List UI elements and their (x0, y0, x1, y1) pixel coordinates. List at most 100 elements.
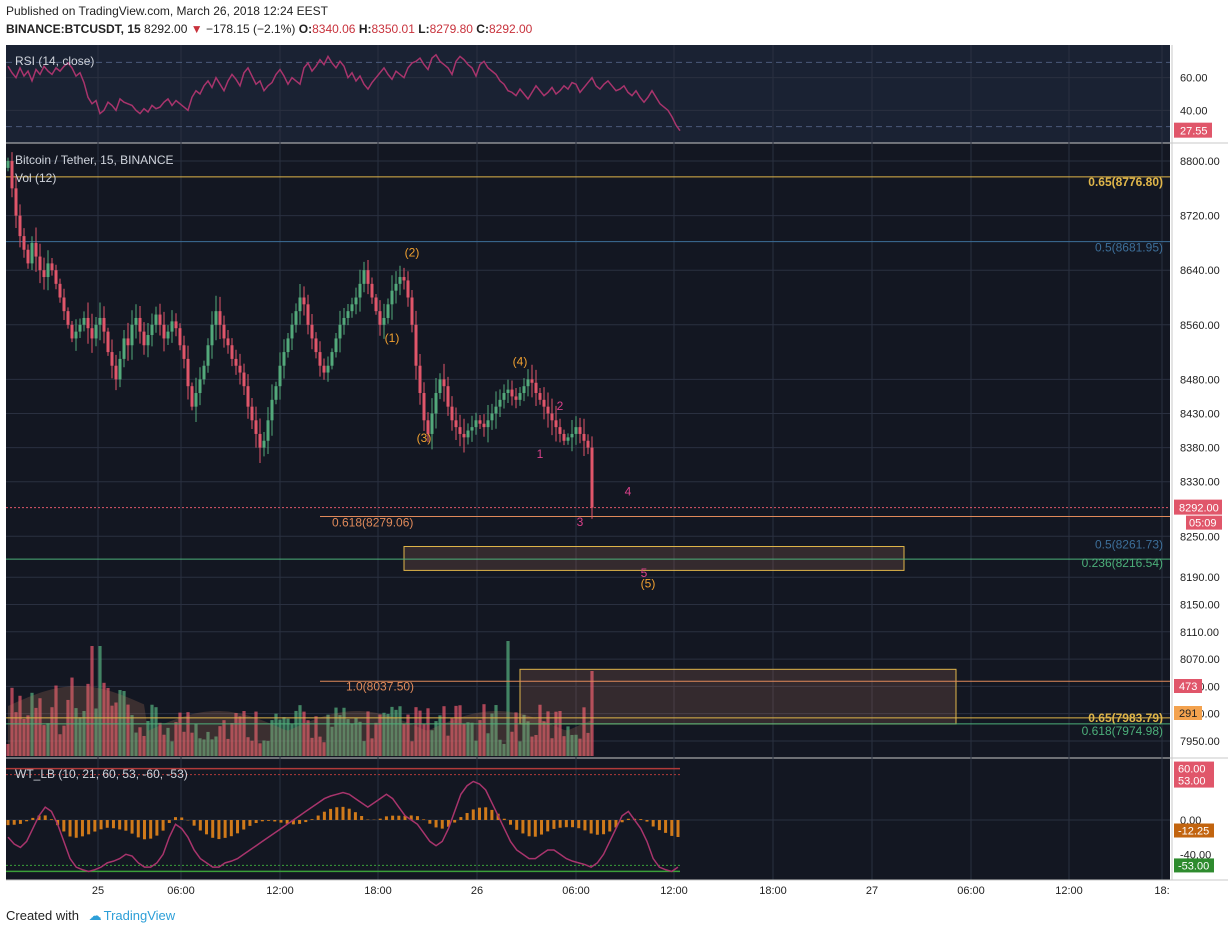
candle-body (54, 270, 58, 284)
wt-histogram-bar (595, 820, 599, 835)
candle-body (474, 420, 478, 428)
wt-histogram-bar (614, 820, 618, 828)
candle-body (210, 324, 214, 346)
candle-body (246, 386, 250, 407)
wt-histogram-bar (291, 820, 295, 825)
candle-body (114, 365, 118, 380)
rsi-tick-label: 40.00 (1180, 105, 1208, 117)
volume-bar (194, 723, 198, 756)
volume-bar (58, 734, 62, 756)
volume-bar (50, 707, 54, 756)
wt-histogram-bar (298, 820, 302, 824)
candle-body (10, 161, 14, 189)
volume-bar (414, 707, 418, 756)
volume-bar (314, 716, 318, 756)
volume-bar (462, 723, 466, 756)
created-with-label: Created with (6, 908, 79, 923)
candle-body (546, 406, 550, 414)
candle-body (6, 161, 10, 168)
price-tick-label: 8800.00 (1180, 156, 1220, 168)
wt-histogram-bar (25, 820, 29, 822)
volume-bar (118, 690, 122, 756)
wt-histogram-bar (527, 820, 531, 837)
wt-tick-label: -40.00 (1180, 849, 1211, 861)
candle-body (458, 427, 462, 434)
candle-body (154, 314, 158, 325)
volume-bar (234, 712, 238, 756)
main-title: Bitcoin / Tether, 15, BINANCE (15, 153, 174, 167)
wt-histogram-bar (142, 820, 146, 840)
candle-body (278, 365, 282, 387)
wt-histogram-bar (403, 815, 407, 820)
wt-histogram-bar (260, 820, 264, 822)
candle-body (386, 304, 390, 318)
candle-body (282, 352, 286, 366)
candle-body (162, 324, 166, 339)
wt-histogram-bar (564, 820, 568, 828)
volume-bar (34, 707, 38, 756)
candle-body (182, 345, 186, 359)
volume-bar (406, 714, 410, 756)
wt-histogram-bar (161, 820, 165, 831)
tradingview-link[interactable]: TradingView (103, 908, 176, 923)
candle-body (322, 365, 326, 373)
volume-bar (262, 740, 266, 756)
volume-bar (378, 714, 382, 756)
wt-histogram-bar (540, 820, 544, 835)
wave-label: 3 (577, 515, 584, 529)
volume-bar (166, 727, 170, 756)
wt-histogram-bar (130, 820, 134, 834)
volume-bar (14, 712, 18, 756)
vol-ma-badge (1174, 706, 1202, 720)
candle-body (150, 324, 154, 336)
wt-histogram-bar (676, 820, 680, 838)
wt-histogram-bar (49, 819, 53, 820)
volume-bar (278, 719, 282, 756)
volume-bar (6, 744, 10, 756)
candle-body (82, 317, 86, 325)
wt-histogram-bar (657, 820, 661, 831)
candle-body (434, 393, 438, 414)
volume-bar (134, 732, 138, 756)
candle-body (214, 311, 218, 325)
wt-histogram-bar (248, 820, 252, 826)
last-price-label: 8292.00 (1179, 503, 1219, 515)
candle-body (38, 256, 42, 271)
volume-bar (346, 719, 350, 756)
candle-body (346, 311, 350, 318)
volume-bar (154, 707, 158, 756)
wt-histogram-bar (316, 815, 320, 820)
wave-label: (3) (417, 431, 432, 445)
wt-histogram-bar (205, 820, 209, 835)
wt-histogram-bar (6, 820, 10, 826)
volume-bar (130, 715, 134, 756)
wt-histogram-bar (242, 820, 246, 830)
volume-bar (94, 708, 98, 756)
volume-bar (470, 722, 474, 756)
wt-histogram-bar (279, 820, 283, 823)
wt-histogram-bar (37, 815, 41, 820)
wt-histogram-bar (93, 820, 97, 832)
candle-body (530, 379, 534, 383)
volume-bar (394, 709, 398, 756)
candle-body (490, 413, 494, 421)
wt-histogram-bar (12, 820, 16, 825)
wt-histogram-bar (639, 819, 643, 820)
volume-bar (198, 738, 202, 756)
volume-bar (350, 723, 354, 756)
volume-bar (390, 706, 394, 756)
volume-bar (590, 671, 594, 756)
volume-bar (498, 739, 502, 756)
candle-body (382, 317, 386, 325)
volume-bar (186, 712, 190, 756)
volume-bar (330, 726, 334, 756)
tradingview-logo-icon[interactable]: ☁ (88, 908, 102, 923)
candle-body (454, 420, 458, 428)
volume-bar (254, 711, 258, 756)
candle-body (138, 317, 142, 332)
volume-bar (286, 718, 290, 756)
candle-body (478, 420, 482, 424)
candle-body (494, 406, 498, 414)
wt-histogram-bar (99, 820, 103, 830)
